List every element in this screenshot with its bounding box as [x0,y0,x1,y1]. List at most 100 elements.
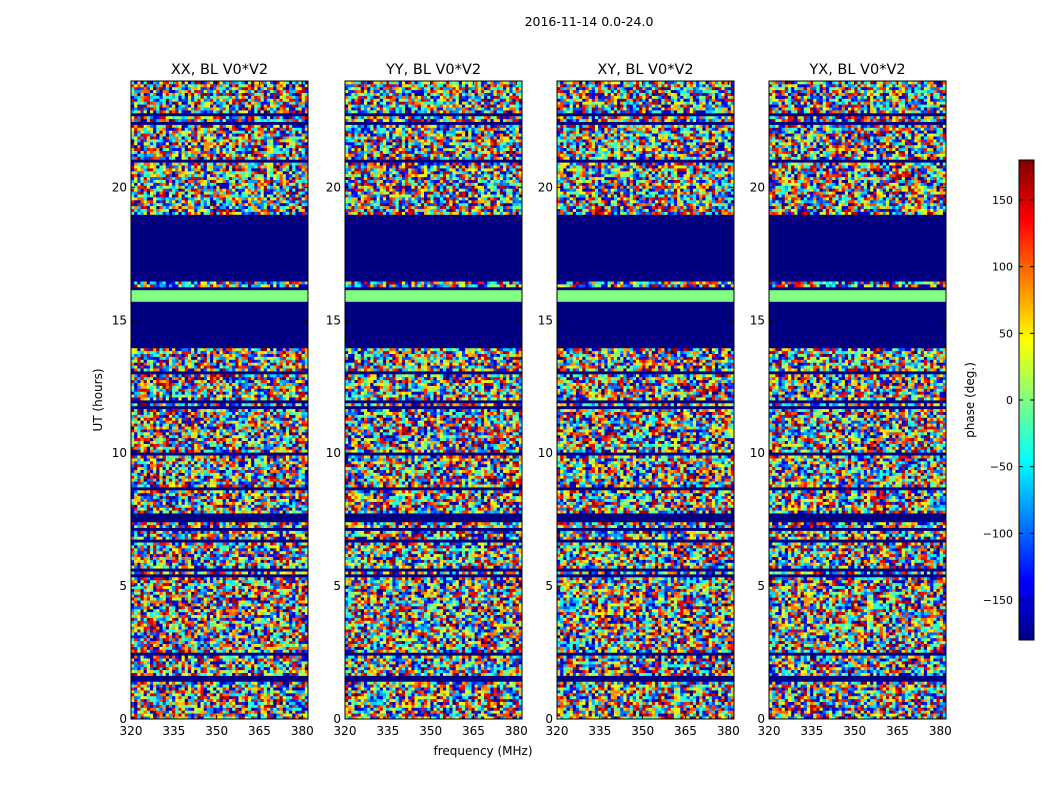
panel-2: YY, BL V0*V2 320 335 350 365 380 0 5 10 15 20 [326,62,528,738]
panel-1: XX, BL V0*V2 320 335 350 365 380 0 5 10 15 20 [112,62,314,738]
colorbar-segment [1019,380,1034,385]
colorbar-segment [1019,512,1034,517]
colorbar-segment [1019,468,1034,473]
x-tick-label: 350 [419,724,442,738]
colorbar-segment [1019,588,1034,593]
colorbar-segment [1019,224,1034,229]
colorbar-segment [1019,204,1034,209]
colorbar-tick-label: 0 [1006,394,1013,407]
y-tick-label: 20 [538,180,553,194]
phase-image [131,81,308,719]
colorbar-segment [1019,456,1034,461]
colorbar-segment [1019,448,1034,453]
colorbar-segment [1019,600,1034,605]
colorbar-segment [1019,472,1034,477]
colorbar-segment [1019,164,1034,169]
phase-image [557,81,734,719]
y-tick-label: 0 [757,712,765,726]
colorbar-segment [1019,364,1034,369]
colorbar-segment [1019,564,1034,569]
colorbar-segment [1019,480,1034,485]
colorbar-segment [1019,240,1034,245]
colorbar-segment [1019,372,1034,377]
colorbar-tick-label: 50 [999,327,1013,340]
x-tick-label: 365 [462,724,485,738]
colorbar-segment [1019,428,1034,433]
colorbar-segment [1019,192,1034,197]
colorbar-segment [1019,400,1034,405]
colorbar-segment [1019,168,1034,173]
colorbar-segment [1019,184,1034,189]
colorbar: −150 −100 −50 0 50 100 150 [983,159,1035,641]
x-tick-label: 350 [631,724,654,738]
x-tick-label: 335 [162,724,185,738]
colorbar-segment [1019,496,1034,501]
colorbar-tick-label: −100 [983,527,1013,540]
colorbar-segment [1019,404,1034,409]
colorbar-segment [1019,464,1034,469]
colorbar-segment [1019,524,1034,529]
colorbar-tick-label: 150 [992,194,1013,207]
x-tick-label: 335 [800,724,823,738]
colorbar-segment [1019,384,1034,389]
colorbar-segment [1019,432,1034,437]
colorbar-segment [1019,580,1034,585]
colorbar-segment [1019,220,1034,225]
y-tick-label: 5 [333,579,341,593]
colorbar-segment [1019,520,1034,525]
panel-title: YY, BL V0*V2 [385,62,481,78]
colorbar-segment [1019,368,1034,373]
x-tick-label: 320 [120,724,143,738]
colorbar-segment [1019,632,1034,637]
y-tick-label: 20 [326,180,341,194]
colorbar-segment [1019,504,1034,509]
colorbar-segment [1019,424,1034,429]
colorbar-segment [1019,264,1034,269]
colorbar-segment [1019,200,1034,205]
colorbar-segment [1019,612,1034,617]
figure-suptitle: 2016-11-14 0.0-24.0 [525,14,654,29]
colorbar-segment [1019,388,1034,393]
colorbar-segment [1019,608,1034,613]
x-tick-label: 320 [758,724,781,738]
y-tick-label: 0 [119,712,127,726]
colorbar-segment [1019,540,1034,545]
colorbar-segment [1019,308,1034,313]
colorbar-segment [1019,268,1034,273]
y-tick-label: 5 [545,579,553,593]
colorbar-segment [1019,488,1034,493]
x-tick-label: 365 [248,724,271,738]
colorbar-segment [1019,324,1034,329]
colorbar-segment [1019,536,1034,541]
panel-frame [768,80,947,720]
colorbar-segment [1019,476,1034,481]
x-tick-label: 350 [843,724,866,738]
colorbar-segment [1019,344,1034,349]
colorbar-segment [1019,228,1034,233]
y-tick-label: 10 [112,446,127,460]
x-tick-label: 380 [929,724,952,738]
colorbar-segment [1019,484,1034,489]
colorbar-segment [1019,252,1034,257]
colorbar-segment [1019,244,1034,249]
y-tick-label: 15 [750,313,765,327]
y-axis-label: UT (hours) [91,368,105,431]
colorbar-segment [1019,408,1034,413]
x-axis-label: frequency (MHz) [433,744,532,758]
colorbar-segment [1019,356,1034,361]
colorbar-label: phase (deg.) [963,362,977,438]
colorbar-segment [1019,284,1034,289]
colorbar-segment [1019,636,1034,641]
colorbar-tick-label: −50 [990,461,1013,474]
colorbar-segment [1019,392,1034,397]
colorbar-segment [1019,316,1034,321]
colorbar-segment [1019,548,1034,553]
colorbar-segment [1019,440,1034,445]
colorbar-segment [1019,396,1034,401]
colorbar-segment [1019,272,1034,277]
colorbar-segment [1019,628,1034,633]
colorbar-segment [1019,360,1034,365]
y-tick-label: 0 [333,712,341,726]
colorbar-segment [1019,500,1034,505]
